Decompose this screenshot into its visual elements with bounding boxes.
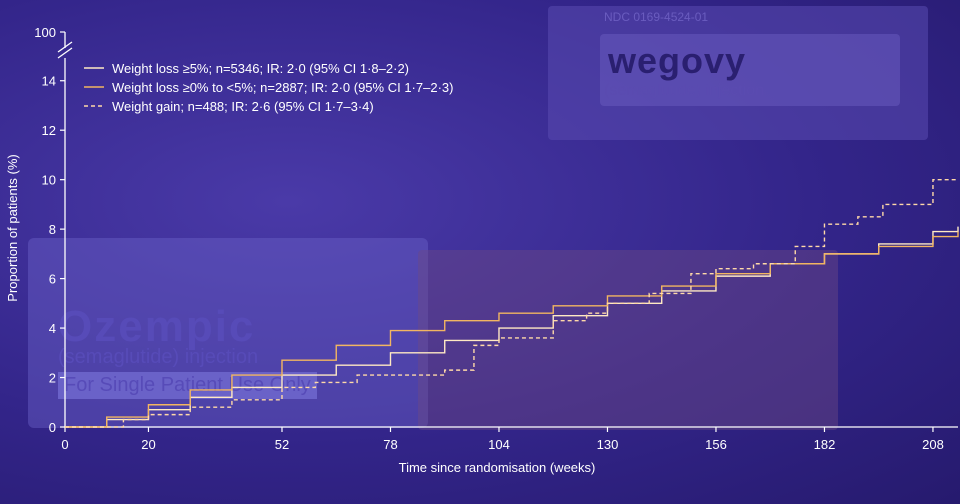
chart-series <box>65 178 959 428</box>
y-axis-break-mark <box>57 47 73 59</box>
x-tick-label: 182 <box>814 437 836 452</box>
y-tick-label: 12 <box>42 123 56 138</box>
chart-axes: 0 20 52 78 104 130 156 182 208 0 2 4 6 8 10 12 14 100 <box>34 25 958 452</box>
background-brand-top: wegovy <box>608 40 747 81</box>
legend-label-3: Weight gain; n=488; IR: 2·6 (95% CI 1·7–… <box>112 99 374 114</box>
x-tick-label: 20 <box>141 437 155 452</box>
y-tick-label: 14 <box>42 74 56 89</box>
chart-legend: Weight loss ≥5%; n=5346; IR: 2·0 (95% CI… <box>84 61 453 114</box>
x-tick-label: 104 <box>488 437 510 452</box>
x-tick-label: 0 <box>61 437 68 452</box>
background-brand-left: Ozempic <box>58 302 256 351</box>
x-tick-label: 208 <box>922 437 944 452</box>
background-subtitle-left: (semaglutide) injection <box>58 346 259 368</box>
x-tick-label: 78 <box>383 437 397 452</box>
background-ndc-text: NDC 0169-4524-01 <box>604 10 709 24</box>
y-tick-label: 2 <box>49 371 56 386</box>
series-line-3 <box>65 178 958 428</box>
series-line-2 <box>65 231 959 428</box>
background-single-use-label: For Single Patient Use Only <box>58 372 317 399</box>
x-tick-label: 52 <box>275 437 289 452</box>
y-tick-label: 0 <box>49 420 56 435</box>
background-product-label-top <box>600 34 900 106</box>
x-tick-label: 130 <box>597 437 619 452</box>
y-axis-title: Proportion of patients (%) <box>5 154 20 301</box>
y-tick-label-100: 100 <box>34 25 56 40</box>
y-axis-break-mark <box>57 41 73 53</box>
legend-label-2: Weight loss ≥0% to <5%; n=2887; IR: 2·0 … <box>112 80 453 95</box>
y-tick-label: 8 <box>49 222 56 237</box>
x-axis-title: Time since randomisation (weeks) <box>399 460 596 475</box>
y-tick-label: 10 <box>42 173 56 188</box>
legend-label-1: Weight loss ≥5%; n=5346; IR: 2·0 (95% CI… <box>112 61 409 76</box>
y-tick-label: 4 <box>49 321 56 336</box>
background-subtitle-top: (semaglutide) injection <box>604 82 765 99</box>
y-tick-label: 6 <box>49 272 56 287</box>
x-tick-label: 156 <box>705 437 727 452</box>
